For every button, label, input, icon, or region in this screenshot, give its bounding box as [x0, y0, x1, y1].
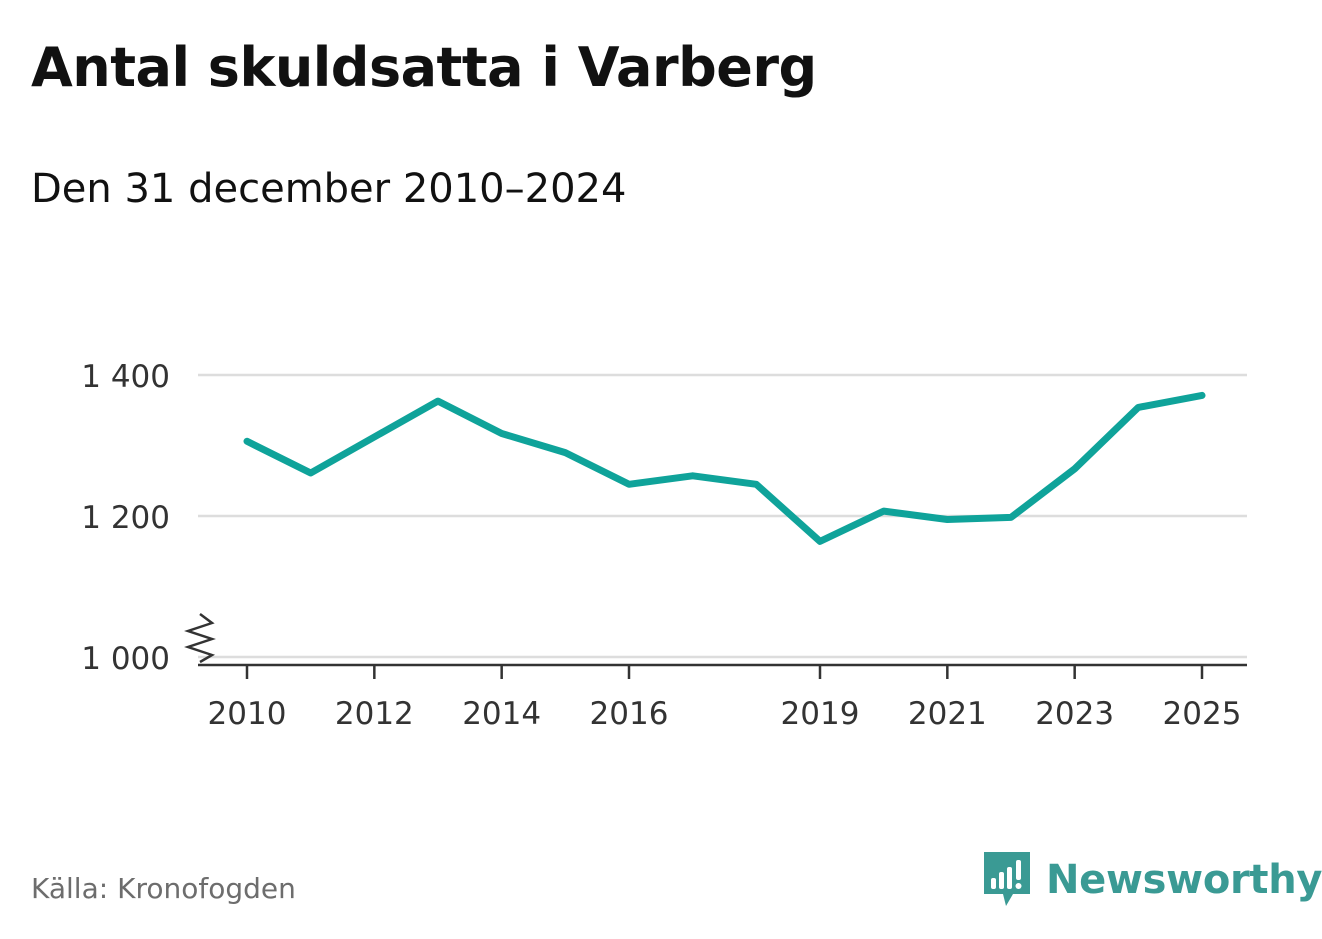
x-tick-label: 2010 — [208, 696, 287, 732]
y-tick-label: 1 400 — [81, 359, 170, 395]
chart-title: Antal skuldsatta i Varberg — [31, 36, 817, 99]
y-tick-label: 1 200 — [81, 500, 170, 536]
brand-name: Newsworthy — [1046, 857, 1322, 903]
newsworthy-logo-icon — [984, 852, 1030, 906]
x-tick-label: 2016 — [590, 696, 669, 732]
series-line — [243, 391, 1206, 545]
y-tick-label: 1 000 — [81, 641, 170, 677]
source-note: Källa: Kronofogden — [31, 872, 296, 905]
x-tick-label: 2012 — [335, 696, 414, 732]
y-axis-break-marker — [184, 613, 216, 664]
x-tick-label: 2025 — [1163, 696, 1242, 732]
x-tick-label: 2023 — [1035, 696, 1114, 732]
x-tick-label: 2021 — [908, 696, 987, 732]
x-tick-label: 2014 — [462, 696, 541, 732]
chart-subtitle: Den 31 december 2010–2024 — [31, 166, 627, 212]
x-tick-label: 2019 — [781, 696, 860, 732]
brand-logo: Newsworthy — [982, 850, 1322, 910]
